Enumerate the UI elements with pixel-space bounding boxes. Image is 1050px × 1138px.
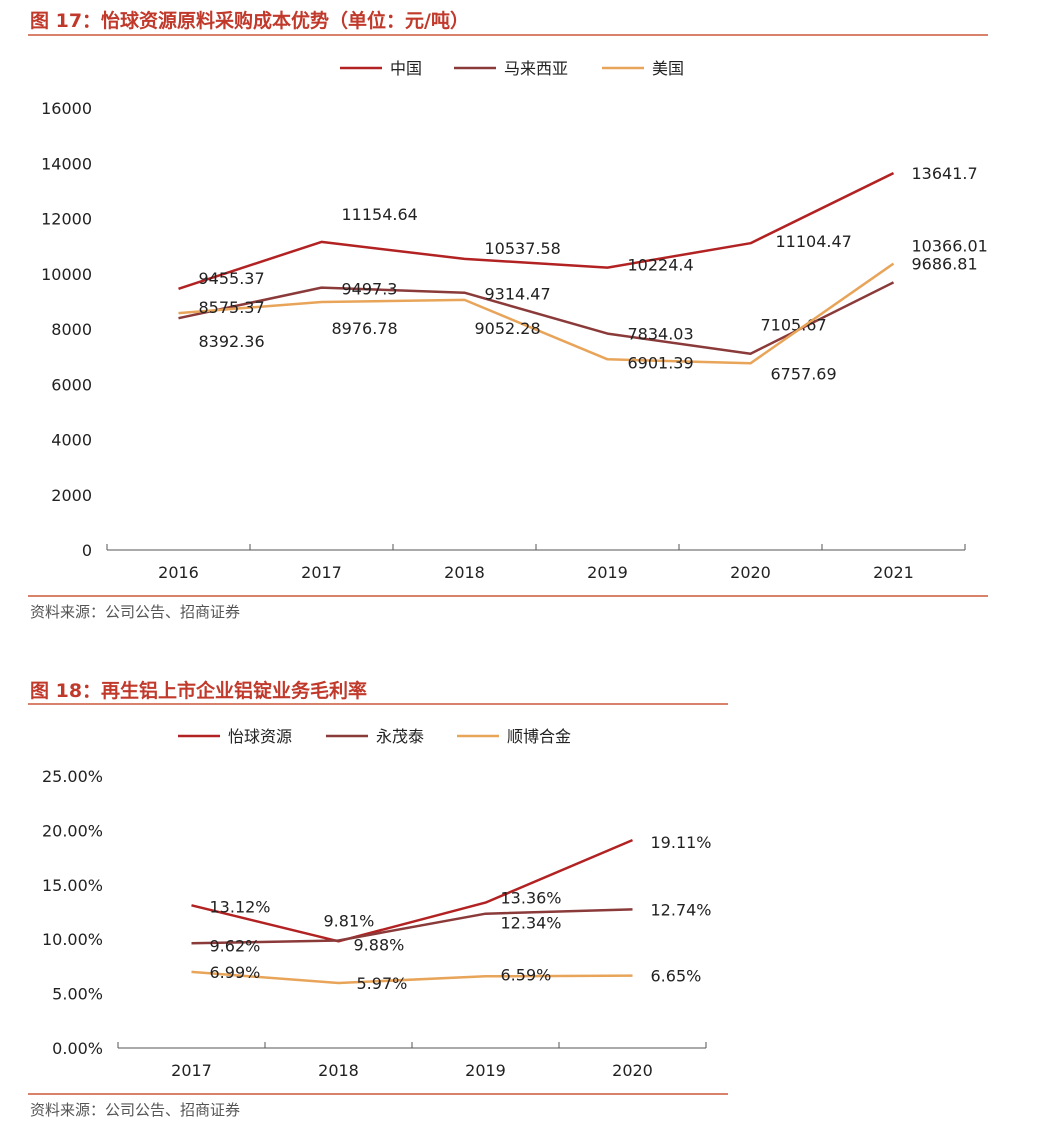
y-tick-label: 0 xyxy=(82,541,92,560)
y-tick-label: 20.00% xyxy=(42,821,103,840)
figure-17-top-rule xyxy=(28,34,988,36)
data-label: 9.81% xyxy=(324,911,375,930)
data-label: 13641.7 xyxy=(912,164,978,183)
data-label: 11104.47 xyxy=(776,232,852,251)
data-label: 9.62% xyxy=(210,936,261,955)
data-label: 13.36% xyxy=(501,889,562,908)
series-line xyxy=(178,281,895,355)
data-label: 10366.01 xyxy=(912,237,988,256)
y-tick-label: 10000 xyxy=(41,265,92,284)
data-label: 9.88% xyxy=(354,936,405,955)
data-label: 8392.36 xyxy=(199,332,265,351)
figure-18-bottom-rule xyxy=(28,1093,728,1095)
y-tick-label: 25.00% xyxy=(42,767,103,786)
legend-label: 中国 xyxy=(390,59,422,78)
data-label: 10537.58 xyxy=(485,239,561,258)
data-label: 8575.37 xyxy=(199,298,265,317)
y-tick-label: 6000 xyxy=(51,375,92,394)
data-label: 12.34% xyxy=(501,914,562,933)
x-tick-label: 2016 xyxy=(158,563,199,582)
y-tick-label: 15.00% xyxy=(42,876,103,895)
legend-label: 马来西亚 xyxy=(504,59,568,78)
series-line xyxy=(191,970,633,985)
data-label: 8976.78 xyxy=(332,319,398,338)
data-label: 9052.28 xyxy=(475,319,541,338)
x-tick-label: 2017 xyxy=(301,563,342,582)
figure-17-title: 图 17：怡球资源原料采购成本优势（单位：元/吨） xyxy=(30,10,469,32)
data-label: 9497.3 xyxy=(342,280,398,299)
figure-18-title: 图 18：再生铝上市企业铝锭业务毛利率 xyxy=(30,680,368,702)
data-label: 19.11% xyxy=(651,833,712,852)
y-tick-label: 2000 xyxy=(51,486,92,505)
legend-label: 顺博合金 xyxy=(507,727,571,746)
y-tick-label: 5.00% xyxy=(52,985,103,1004)
data-label: 6.59% xyxy=(501,965,552,984)
x-tick-label: 2020 xyxy=(730,563,771,582)
x-tick-label: 2018 xyxy=(444,563,485,582)
data-label: 6.65% xyxy=(651,967,702,986)
series-line xyxy=(191,838,633,943)
series-line xyxy=(191,908,633,945)
figure-17-bottom-rule xyxy=(28,595,988,597)
x-tick-label: 2021 xyxy=(873,563,914,582)
x-tick-label: 2017 xyxy=(171,1061,212,1080)
figure-18-source: 资料来源：公司公告、招商证券 xyxy=(30,1101,241,1119)
legend-label: 永茂泰 xyxy=(376,727,424,746)
data-label: 10224.4 xyxy=(628,256,694,275)
x-tick-label: 2020 xyxy=(612,1061,653,1080)
y-tick-label: 14000 xyxy=(41,154,92,173)
y-tick-label: 10.00% xyxy=(42,930,103,949)
x-tick-label: 2018 xyxy=(318,1061,359,1080)
y-tick-label: 0.00% xyxy=(52,1039,103,1058)
data-label: 6901.39 xyxy=(628,353,694,372)
data-label: 13.12% xyxy=(210,897,271,916)
figure-17-source: 资料来源：公司公告、招商证券 xyxy=(30,603,241,621)
y-tick-label: 16000 xyxy=(41,99,92,118)
y-tick-label: 4000 xyxy=(51,431,92,450)
y-tick-label: 12000 xyxy=(41,210,92,229)
data-label: 9455.37 xyxy=(199,269,265,288)
data-label: 7834.03 xyxy=(628,325,694,344)
x-tick-label: 2019 xyxy=(465,1061,506,1080)
figure-18-top-rule xyxy=(28,703,728,705)
data-label: 6757.69 xyxy=(771,364,837,383)
figure-17-chart: 中国 马来西亚 美国 2016 2017 2018 2019 2020 2021 0 2000 400… xyxy=(41,59,988,582)
series-line xyxy=(178,262,895,365)
legend-label: 美国 xyxy=(652,59,684,78)
series-line xyxy=(178,171,895,290)
data-label: 9686.81 xyxy=(912,254,978,273)
x-tick-label: 2019 xyxy=(587,563,628,582)
data-label: 6.99% xyxy=(210,963,261,982)
y-tick-label: 8000 xyxy=(51,320,92,339)
legend-label: 怡球资源 xyxy=(228,727,292,746)
data-label: 9314.47 xyxy=(485,285,551,304)
data-label: 11154.64 xyxy=(342,205,418,224)
data-label: 5.97% xyxy=(357,974,408,993)
data-label: 12.74% xyxy=(651,900,712,919)
